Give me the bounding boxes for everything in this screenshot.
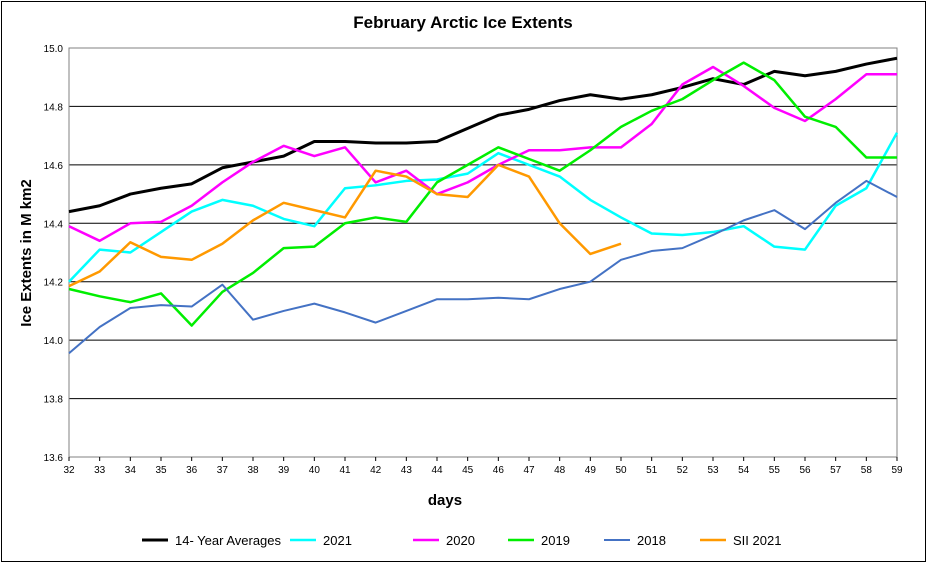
y-axis-label: Ice Extents in M km2 (18, 179, 35, 327)
x-tick-label: 33 (94, 465, 106, 476)
legend-label: SII 2021 (733, 533, 781, 548)
series-line-2020 (68, 65, 897, 243)
series-line-2018 (68, 179, 898, 355)
y-tick-label: 13.6 (44, 453, 64, 464)
x-tick-label: 50 (615, 465, 627, 476)
x-tick-label: 48 (554, 465, 566, 476)
y-tick-label: 14.2 (44, 278, 64, 289)
series-line-2019 (68, 61, 897, 327)
x-tick-label: 36 (186, 465, 198, 476)
x-tick-label: 40 (309, 465, 321, 476)
x-tick-label: 52 (677, 465, 689, 476)
x-tick-label: 49 (585, 465, 597, 476)
legend-label: 2020 (446, 533, 475, 548)
plot-area-border (68, 47, 898, 458)
x-axis-label: days (428, 492, 462, 509)
y-tick-label: 15.0 (44, 44, 64, 55)
x-tick-label: 34 (125, 465, 137, 476)
x-tick-label: 44 (431, 465, 443, 476)
x-tick-label: 53 (707, 465, 719, 476)
y-tick-label: 14.8 (44, 102, 64, 113)
x-tick-label: 47 (523, 465, 535, 476)
x-tick-label: 56 (799, 465, 811, 476)
y-tick-label: 13.8 (44, 395, 64, 406)
series-line-2021 (68, 132, 899, 283)
x-tick-label: 45 (462, 465, 474, 476)
x-tick-label: 32 (63, 465, 75, 476)
chart-title: February Arctic Ice Extents (353, 13, 573, 32)
x-tick-label: 51 (646, 465, 658, 476)
series-line-sii-2021 (68, 163, 622, 288)
y-tick-label: 14.4 (44, 219, 64, 230)
x-tick-label: 43 (401, 465, 413, 476)
x-tick-label: 35 (155, 465, 167, 476)
x-tick-label: 41 (339, 465, 351, 476)
legend-label: 14- Year Averages (175, 533, 282, 548)
x-tick-label: 42 (370, 465, 382, 476)
x-tick-label: 55 (769, 465, 781, 476)
y-tick-label: 14.6 (44, 161, 64, 172)
legend-label: 2021 (323, 533, 352, 548)
y-tick-label: 14.0 (44, 336, 64, 347)
x-tick-label: 58 (861, 465, 873, 476)
x-tick-label: 54 (738, 465, 750, 476)
legend-label: 2018 (637, 533, 666, 548)
x-tick-label: 57 (830, 465, 842, 476)
x-tick-label: 38 (247, 465, 259, 476)
x-tick-label: 46 (493, 465, 505, 476)
series-line-14-year-averages (68, 56, 898, 214)
x-tick-label: 39 (278, 465, 290, 476)
x-tick-label: 59 (891, 465, 903, 476)
legend-label: 2019 (541, 533, 570, 548)
x-tick-label: 37 (217, 465, 229, 476)
